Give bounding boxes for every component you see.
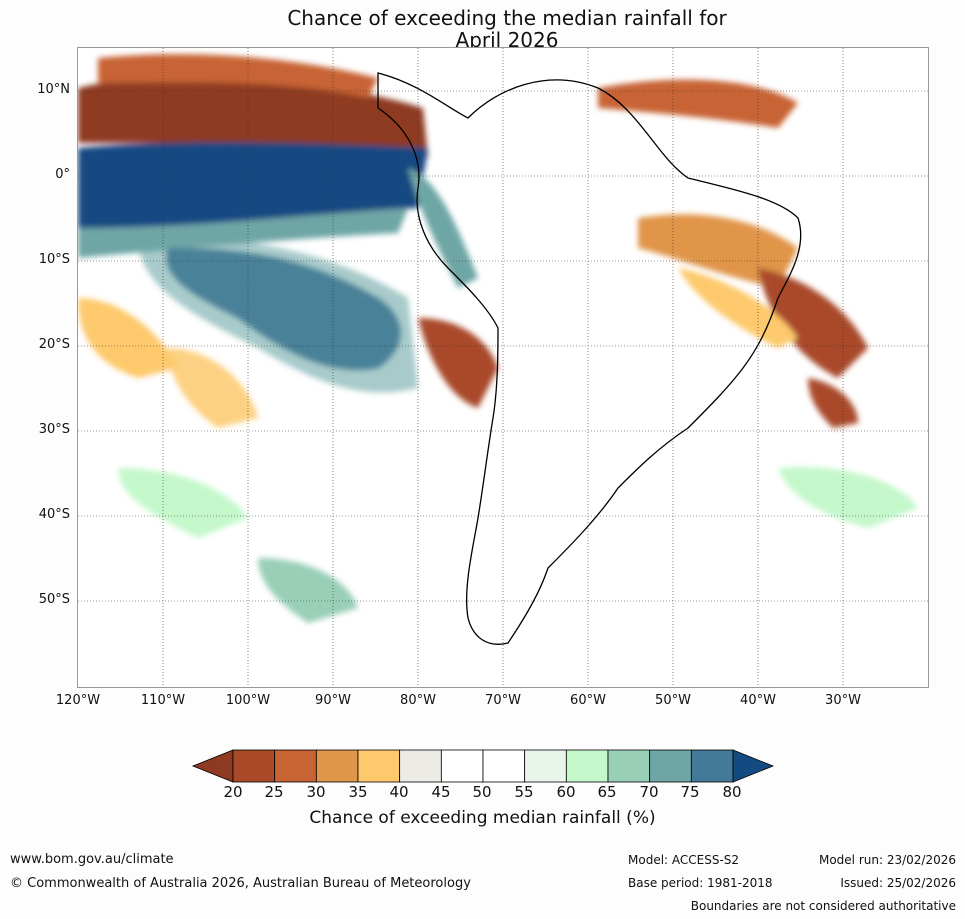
colorbar-swatch-75 [690,749,734,783]
colorbar-swatch-65 [607,749,651,783]
colorbar-tick-75: 75 [680,783,700,801]
colorbar [191,749,775,783]
colorbar-tick-60: 60 [556,783,576,801]
colorbar-tick-25: 25 [264,783,284,801]
colorbar-swatch-30 [315,749,359,783]
colorbar-tick-40: 40 [389,783,409,801]
colorbar-swatch-45 [440,749,484,783]
lon-label-100w: 100°W [225,693,271,708]
colorbar-tick-55: 55 [514,783,534,801]
lat-label-0: 0° [55,167,70,182]
lat-label-40s: 40°S [38,507,70,522]
footer-copyright: © Commonwealth of Australia 2026, Austra… [10,876,471,891]
colorbar-swatch-25 [274,749,317,783]
graticule [78,48,928,687]
footer-url[interactable]: www.bom.gov.au/climate [10,852,174,867]
colorbar-under-arrow [191,749,234,783]
anomaly-patches [78,54,918,623]
footer-base-period: Base period: 1981-2018 [628,876,773,890]
footer-model-run: Model run: 23/02/2026 [818,853,956,867]
lat-label-10n: 10°N [37,82,70,97]
lon-label-120w: 120°W [55,693,101,708]
map-title-line1: Chance of exceeding the median rainfall … [287,6,727,30]
colorbar-tick-65: 65 [597,783,617,801]
colorbar-tick-70: 70 [639,783,659,801]
footer-model: Model: ACCESS-S2 [628,853,740,867]
colorbar-swatch-50 [482,749,526,783]
footer-disclaimer: Boundaries are not considered authoritat… [690,899,956,913]
colorbar-swatch-55 [524,749,567,783]
lon-label-80w: 80°W [400,693,436,708]
south-america-coastline [377,72,802,645]
colorbar-tick-50: 50 [472,783,492,801]
rainfall-map [77,47,929,688]
lon-label-60w: 60°W [570,693,606,708]
lon-label-70w: 70°W [485,693,521,708]
lon-label-30w: 30°W [825,693,861,708]
lon-label-40w: 40°W [740,693,776,708]
colorbar-label: Chance of exceeding median rainfall (%) [309,808,656,828]
lat-label-30s: 30°S [38,422,70,437]
lon-label-50w: 50°W [655,693,691,708]
colorbar-tick-20: 20 [223,783,243,801]
footer-issued: Issued: 25/02/2026 [840,876,956,890]
colorbar-swatch-40 [399,749,442,783]
colorbar-swatch-20 [232,749,276,783]
lon-label-110w: 110°W [140,693,186,708]
colorbar-swatch-60 [565,749,609,783]
colorbar-tick-80: 80 [722,783,742,801]
colorbar-tick-35: 35 [348,783,368,801]
colorbar-over-arrow [732,749,775,783]
colorbar-tick-45: 45 [431,783,451,801]
colorbar-tick-30: 30 [306,783,326,801]
colorbar-swatch-70 [649,749,692,783]
lat-label-20s: 20°S [38,337,70,352]
lon-label-90w: 90°W [315,693,351,708]
lat-label-10s: 10°S [38,252,70,267]
colorbar-swatch-35 [357,749,401,783]
lat-label-50s: 50°S [38,592,70,607]
